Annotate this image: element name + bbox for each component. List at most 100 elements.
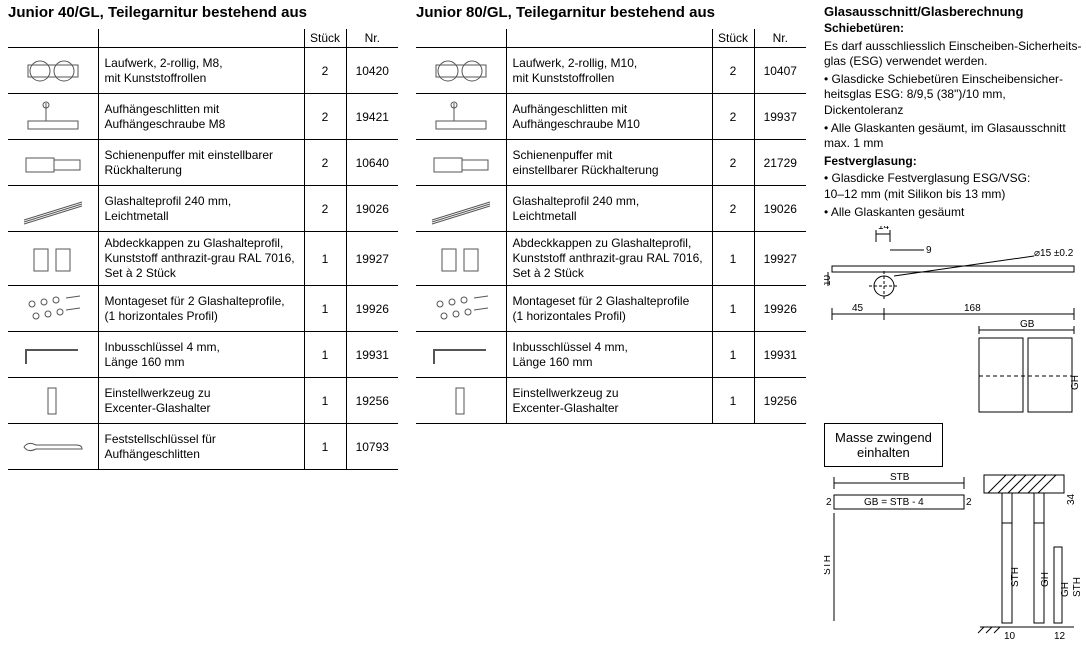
part-num: 19931 — [754, 332, 806, 378]
part-icon — [8, 186, 98, 232]
part-icon — [416, 186, 506, 232]
part-icon — [416, 332, 506, 378]
table-row: Aufhängeschlitten mit Aufhängeschraube M… — [416, 94, 806, 140]
part-icon — [416, 94, 506, 140]
part-num: 10407 — [754, 48, 806, 94]
part-icon — [416, 48, 506, 94]
dim-sth1: STH — [1010, 567, 1021, 587]
glass-cutout-diagram: 14 9 ⌀15 ±0.2 10 45 168 — [824, 226, 1084, 644]
table-row: Inbusschlüssel 4 mm, Länge 160 mm119931 — [8, 332, 398, 378]
dim-34: 34 — [1066, 494, 1077, 506]
col-num: Nr. — [754, 29, 806, 48]
spec-p4: • Glasdicke Festverglasung ESG/VSG: 10–1… — [824, 171, 1084, 202]
part-qty: 1 — [712, 286, 754, 332]
part-qty: 2 — [304, 186, 346, 232]
dim-gh3: GH — [1060, 582, 1071, 597]
dim-10v: 10 — [824, 275, 833, 287]
table-row: Laufwerk, 2-rollig, M8, mit Kunststoffro… — [8, 48, 398, 94]
part-num: 10640 — [346, 140, 398, 186]
part-num: 19927 — [346, 232, 398, 286]
section-diagram: STB 2 GB = STB - 4 2 34 — [824, 471, 1082, 641]
part-icon — [416, 140, 506, 186]
table-row: Einstellwerkzeug zu Excenter-Glashalter1… — [416, 378, 806, 424]
table-row: Montageset für 2 Glashalteprofile, (1 ho… — [8, 286, 398, 332]
dim-2r: 2 — [966, 497, 972, 508]
part-qty: 1 — [712, 378, 754, 424]
schiebeturen-heading: Schiebetüren: — [824, 21, 904, 35]
part-desc: Glashalteprofil 240 mm, Leichtmetall — [98, 186, 304, 232]
part-desc: Abdeckkappen zu Glashalteprofil, Kunstst… — [98, 232, 304, 286]
junior-40-column: Junior 40/GL, Teilegarnitur bestehend au… — [8, 4, 398, 646]
dim-2l: 2 — [826, 497, 832, 508]
part-qty: 1 — [304, 232, 346, 286]
junior-40-table: Stück Nr. Laufwerk, 2-rollig, M8, mit Ku… — [8, 29, 398, 470]
dim-14: 14 — [878, 226, 890, 232]
dim-sth2: STH — [1072, 577, 1082, 597]
part-qty: 2 — [304, 140, 346, 186]
part-qty: 1 — [304, 424, 346, 470]
part-icon — [8, 286, 98, 332]
part-desc: Glashalteprofil 240 mm, Leichtmetall — [506, 186, 712, 232]
part-num: 19256 — [346, 378, 398, 424]
part-num: 19927 — [754, 232, 806, 286]
dim-12: 12 — [1054, 631, 1066, 641]
part-qty: 2 — [304, 94, 346, 140]
table-row: Schienenpuffer mit einstellbarer Rückhal… — [8, 140, 398, 186]
part-qty: 2 — [712, 140, 754, 186]
part-qty: 2 — [712, 48, 754, 94]
part-desc: Feststellschlüssel für Aufhängeschlitten — [98, 424, 304, 470]
dim-10b: 10 — [1004, 631, 1016, 641]
table-row: Abdeckkappen zu Glashalteprofil, Kunstst… — [8, 232, 398, 286]
part-desc: Schienenpuffer mit einstellbarer Rückhal… — [506, 140, 712, 186]
table-header-row: Stück Nr. — [416, 29, 806, 48]
table-row: Glashalteprofil 240 mm, Leichtmetall2190… — [416, 186, 806, 232]
part-num: 19926 — [346, 286, 398, 332]
dim-stb: STB — [890, 472, 910, 483]
part-qty: 1 — [304, 332, 346, 378]
junior-40-title: Junior 40/GL, Teilegarnitur bestehend au… — [8, 4, 398, 21]
part-qty: 1 — [712, 332, 754, 378]
dim-gh: GH — [1070, 375, 1081, 390]
part-num: 19026 — [754, 186, 806, 232]
dim-sth-left: STH — [824, 555, 833, 575]
junior-80-table: Stück Nr. Laufwerk, 2-rollig, M10, mit K… — [416, 29, 806, 424]
part-icon — [416, 378, 506, 424]
part-num: 19421 — [346, 94, 398, 140]
dim-45: 45 — [852, 303, 864, 314]
part-icon — [416, 286, 506, 332]
part-desc: Einstellwerkzeug zu Excenter-Glashalter — [506, 378, 712, 424]
part-desc: Einstellwerkzeug zu Excenter-Glashalter — [98, 378, 304, 424]
part-icon — [416, 232, 506, 286]
part-icon — [8, 48, 98, 94]
part-desc: Aufhängeschlitten mit Aufhängeschraube M… — [98, 94, 304, 140]
part-icon — [8, 232, 98, 286]
part-desc: Abdeckkappen zu Glashalteprofil, Kunstst… — [506, 232, 712, 286]
part-desc: Inbusschlüssel 4 mm, Länge 160 mm — [506, 332, 712, 378]
part-num: 19256 — [754, 378, 806, 424]
glass-spec-column: Glasausschnitt/Glasberechnung Schiebetür… — [824, 4, 1084, 646]
part-icon — [8, 378, 98, 424]
part-icon — [8, 424, 98, 470]
part-desc: Schienenpuffer mit einstellbarer Rückhal… — [98, 140, 304, 186]
part-num: 10420 — [346, 48, 398, 94]
mandatory-note: Masse zwingend einhalten — [824, 423, 943, 467]
dim-9: 9 — [926, 245, 932, 256]
spec-title: Glasausschnitt/Glasberechnung — [824, 4, 1084, 19]
junior-80-title: Junior 80/GL, Teilegarnitur bestehend au… — [416, 4, 806, 21]
part-num: 19926 — [754, 286, 806, 332]
part-desc: Laufwerk, 2-rollig, M10, mit Kunststoffr… — [506, 48, 712, 94]
table-row: Aufhängeschlitten mit Aufhängeschraube M… — [8, 94, 398, 140]
dim-gbeq: GB = STB - 4 — [864, 497, 924, 508]
festverglasung-heading: Festverglasung: — [824, 154, 917, 168]
col-num: Nr. — [346, 29, 398, 48]
part-desc: Inbusschlüssel 4 mm, Länge 160 mm — [98, 332, 304, 378]
part-qty: 2 — [712, 94, 754, 140]
table-row: Abdeckkappen zu Glashalteprofil, Kunstst… — [416, 232, 806, 286]
table-row: Montageset für 2 Glashalteprofile (1 hor… — [416, 286, 806, 332]
part-desc: Montageset für 2 Glashalteprofile, (1 ho… — [98, 286, 304, 332]
part-qty: 2 — [304, 48, 346, 94]
spec-text: Schiebetüren: Es darf ausschliesslich Ei… — [824, 21, 1084, 220]
table-row: Einstellwerkzeug zu Excenter-Glashalter 1… — [8, 378, 398, 424]
spec-p1: Es darf ausschliesslich Einscheiben-Sich… — [824, 39, 1084, 70]
table-header-row: Stück Nr. — [8, 29, 398, 48]
